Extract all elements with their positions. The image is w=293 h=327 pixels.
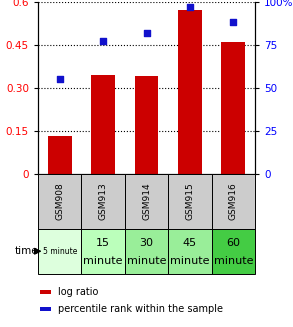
Bar [40, 290, 51, 294]
Bar [40, 307, 51, 311]
Bar [38, 229, 81, 274]
Text: log ratio: log ratio [58, 287, 99, 297]
Bar [178, 10, 202, 174]
Text: minute: minute [214, 256, 253, 266]
Text: GSM913: GSM913 [99, 182, 108, 220]
Bar [125, 174, 168, 229]
Text: 30: 30 [139, 238, 154, 248]
Point [144, 30, 149, 35]
Text: GSM914: GSM914 [142, 182, 151, 220]
Text: 5 minute: 5 minute [42, 247, 77, 256]
Text: GSM915: GSM915 [185, 182, 194, 220]
Text: percentile rank within the sample: percentile rank within the sample [58, 304, 223, 314]
Text: minute: minute [127, 256, 166, 266]
Bar [38, 174, 81, 229]
Bar [81, 229, 125, 274]
Text: 60: 60 [226, 238, 240, 248]
Point [101, 39, 105, 44]
Bar [91, 75, 115, 174]
Text: minute: minute [170, 256, 210, 266]
Bar [168, 174, 212, 229]
Point [231, 20, 236, 25]
Bar [222, 42, 245, 174]
Text: GSM916: GSM916 [229, 182, 238, 220]
Text: minute: minute [83, 256, 123, 266]
Bar [81, 174, 125, 229]
Point [188, 4, 192, 9]
Point [57, 77, 62, 82]
Text: 45: 45 [183, 238, 197, 248]
Text: time: time [14, 246, 38, 256]
Bar [168, 229, 212, 274]
Bar [212, 229, 255, 274]
Bar [48, 136, 71, 174]
Bar [134, 76, 159, 174]
Text: GSM908: GSM908 [55, 182, 64, 220]
Bar [212, 174, 255, 229]
Text: 15: 15 [96, 238, 110, 248]
Bar [125, 229, 168, 274]
